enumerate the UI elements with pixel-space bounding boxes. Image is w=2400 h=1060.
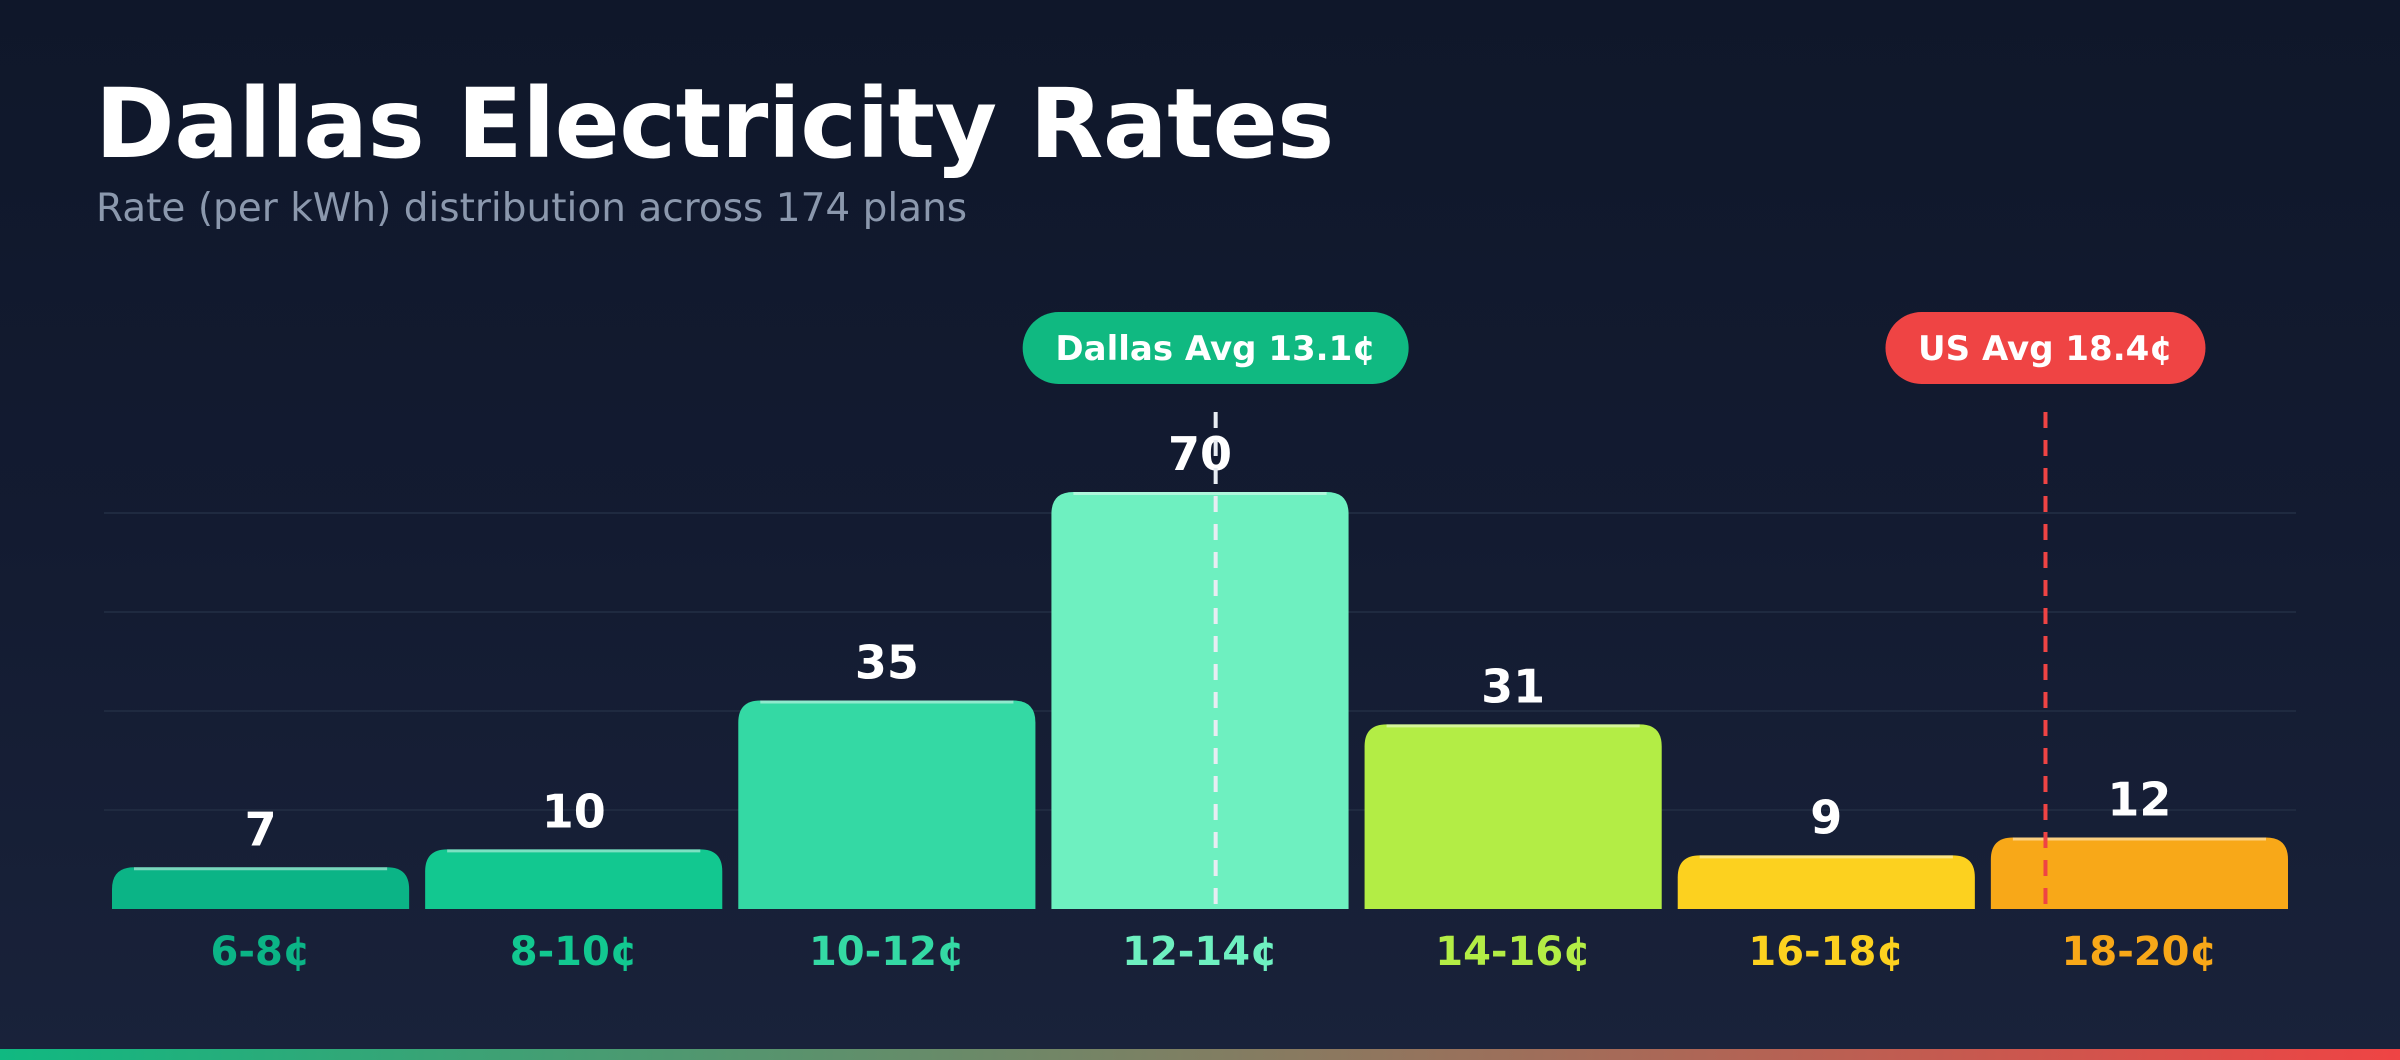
us-avg-label: US Avg 18.4¢: [1918, 329, 2173, 369]
x-tick-label: 12-14¢: [1122, 929, 1278, 975]
bar-value-label: 35: [855, 636, 919, 690]
bar-value-label: 12: [2107, 773, 2171, 827]
x-tick-label: 14-16¢: [1435, 929, 1591, 975]
bar: [425, 849, 723, 909]
bar: [1677, 855, 1975, 909]
bar-value-label: 10: [542, 784, 606, 838]
us-avg-badge: [1885, 312, 2206, 384]
x-tick-label: 6-8¢: [211, 929, 311, 975]
bar: [1051, 492, 1349, 909]
chart-title: Dallas Electricity Rates: [95, 68, 1334, 180]
dallas-avg-badge: [1022, 312, 1409, 384]
bar-value-label: 7: [245, 802, 277, 856]
bar: [1990, 837, 2288, 909]
dallas-avg-label: Dallas Avg 13.1¢: [1055, 329, 1375, 369]
bar-value-label: 31: [1481, 659, 1545, 713]
chart-subtitle: Rate (per kWh) distribution across 174 p…: [96, 186, 968, 231]
accent-bar: [0, 1049, 2400, 1060]
x-tick-label: 16-18¢: [1748, 929, 1904, 975]
bar: [738, 700, 1036, 909]
bar: [1364, 724, 1662, 909]
x-tick-label: 8-10¢: [510, 929, 638, 975]
x-tick-label: 10-12¢: [809, 929, 965, 975]
x-tick-label: 18-20¢: [2062, 929, 2218, 975]
bar-value-label: 9: [1810, 790, 1842, 844]
bar-value-label: 70: [1168, 427, 1232, 481]
bar: [112, 867, 410, 909]
